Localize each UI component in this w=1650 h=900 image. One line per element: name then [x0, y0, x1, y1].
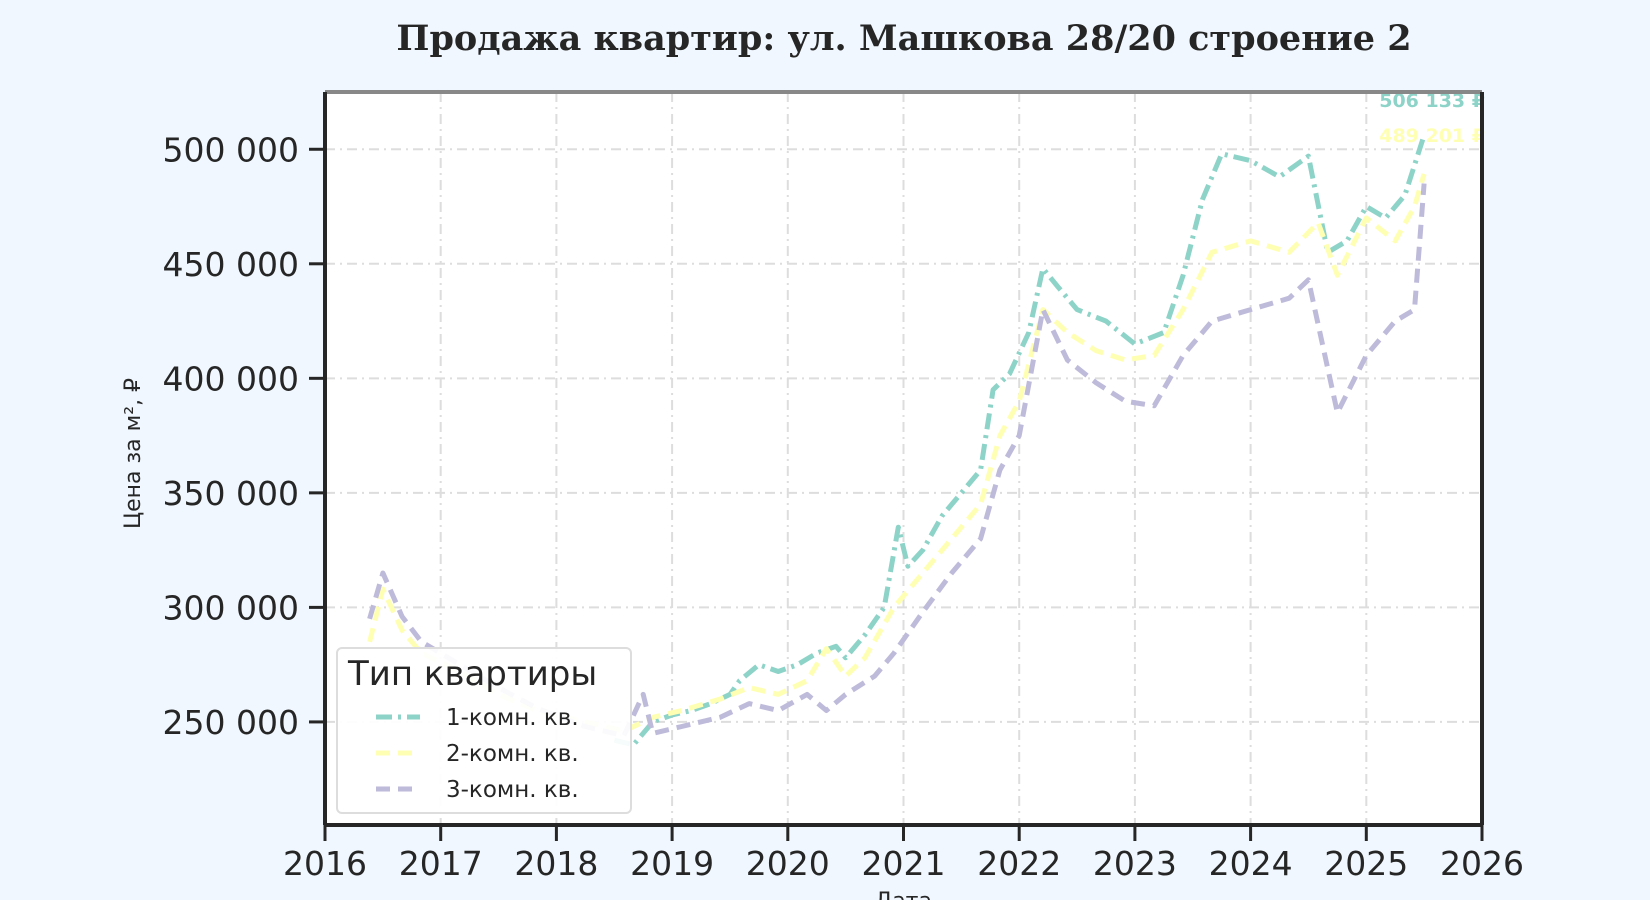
series-line-1: [613, 134, 1427, 748]
x-tick-label: 2021: [862, 844, 946, 883]
x-tick-label: 2024: [1209, 844, 1293, 883]
x-axis-label: Дата: [875, 889, 932, 900]
x-tick-label: 2020: [746, 844, 830, 883]
x-tick-label: 2023: [1093, 844, 1177, 883]
x-tick-label: 2019: [630, 844, 714, 883]
end-value-label: 506 133 ₽: [1379, 90, 1485, 112]
x-tick-label: 2017: [399, 844, 483, 883]
y-tick-label: 500 000: [163, 130, 299, 169]
x-tick-label: 2018: [514, 844, 598, 883]
legend-entry-label: 2-комн. кв.: [446, 741, 579, 767]
legend: Тип квартиры 1-комн. кв. 2-комн. кв. 3-комн…: [336, 647, 632, 814]
chart-title: Продажа квартир: ул. Машкова 28/20 строе…: [396, 18, 1412, 59]
x-tick-label: 2016: [283, 844, 367, 883]
legend-entry-label: 1-комн. кв.: [446, 705, 579, 731]
y-tick-label: 450 000: [163, 245, 299, 284]
axes: 2016 2017 2018 2019 2020 2021 2022 2023 2024 2025…: [121, 90, 1524, 900]
x-tick-label: 2025: [1324, 844, 1408, 883]
legend-entry-label: 3-комн. кв.: [446, 777, 579, 803]
y-tick-label: 250 000: [163, 703, 299, 742]
legend-box: [336, 647, 632, 814]
y-tick-label: 300 000: [163, 588, 299, 627]
x-tick-label: 2022: [977, 844, 1061, 883]
y-tick-label: 350 000: [163, 474, 299, 513]
x-tick-label: 2026: [1440, 844, 1524, 883]
y-tick-label: 400 000: [163, 359, 299, 398]
end-value-label: 489 201 ₽: [1379, 125, 1485, 147]
y-axis-label: Цена за м², ₽: [121, 378, 146, 529]
legend-title: Тип квартиры: [347, 654, 597, 694]
